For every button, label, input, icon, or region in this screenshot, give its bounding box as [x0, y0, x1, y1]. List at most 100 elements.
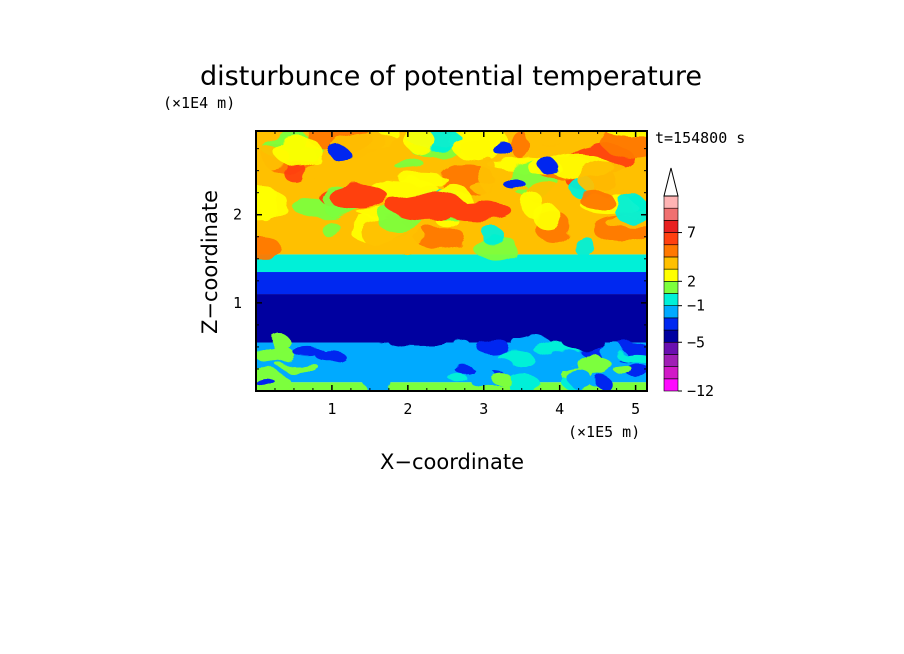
- colorbar-swatch: [663, 366, 679, 380]
- contour-blob: [449, 131, 509, 162]
- x-tick-label: 4: [555, 400, 564, 418]
- contour-blob: [578, 160, 631, 197]
- colorbar-extend-arrow: [663, 167, 679, 197]
- colorbar-tick-label: 2: [687, 272, 696, 290]
- contour-blob: [332, 131, 405, 168]
- colorbar-swatch: [663, 378, 679, 392]
- colorbar-swatch: [663, 293, 679, 306]
- x-tick-label: 1: [327, 400, 336, 418]
- contour-blob: [601, 131, 647, 159]
- colorbar-swatch: [663, 244, 679, 258]
- x-axis-label: X−coordinate: [380, 450, 524, 474]
- colorbar-swatch: [663, 341, 679, 355]
- plot-frame: [255, 130, 648, 392]
- time-label: t=154800 s: [655, 129, 745, 147]
- contour-blob-low: [369, 380, 385, 391]
- contour-blob-low: [475, 338, 509, 355]
- y-unit-label: (×1E4 m): [163, 94, 235, 112]
- colorbar-tick-label: −5: [687, 333, 705, 351]
- contour-blob-low: [596, 375, 611, 390]
- contour-blob: [258, 186, 278, 224]
- contour-blob: [256, 237, 281, 258]
- contour-blob-dark: [280, 315, 347, 325]
- contour-blob: [479, 156, 496, 192]
- contour-blob: [480, 225, 504, 244]
- contour-blob-dark: [387, 335, 451, 347]
- contour-blob-cool: [538, 159, 559, 174]
- colorbar-swatch: [663, 207, 679, 221]
- colorbar: −12−5−127: [663, 167, 714, 400]
- contour-blob: [414, 226, 466, 250]
- contour-blob: [321, 220, 340, 238]
- contour-blob-dark: [360, 312, 429, 327]
- contour-blob-dark: [474, 326, 545, 337]
- contour-blob: [511, 131, 531, 160]
- contour-blob-cool: [492, 141, 513, 156]
- contour-band-0: [256, 382, 647, 391]
- contour-blob-low: [454, 365, 475, 374]
- contour-blob-low: [320, 362, 346, 377]
- contour-blob: [614, 193, 647, 225]
- contour-blob: [405, 131, 434, 154]
- colorbar-swatch: [663, 232, 679, 246]
- colorbar-swatch: [663, 305, 679, 319]
- colorbar-swatch: [663, 317, 679, 331]
- contour-blob: [522, 190, 543, 219]
- contour-blob-low: [293, 347, 326, 358]
- contour-blob: [284, 163, 308, 184]
- colorbar-swatch: [663, 195, 679, 209]
- contour-blob-low: [617, 351, 647, 362]
- colorbar-swatch: [663, 354, 679, 367]
- contour-blob-low: [470, 357, 514, 373]
- colorbar-swatch: [663, 220, 679, 233]
- contour-plot-area: [256, 131, 647, 391]
- contour-blob: [579, 191, 615, 209]
- x-tick-label: 2: [403, 400, 412, 418]
- contour-blob-cool: [329, 146, 350, 161]
- contour-blob-cool: [504, 176, 525, 191]
- contour-blob: [518, 131, 568, 145]
- contour-blob: [274, 136, 323, 168]
- y-tick-label: 1: [233, 294, 242, 312]
- contour-blob: [573, 234, 594, 257]
- contour-blob-low: [568, 371, 594, 389]
- y-axis-label: Z−coordinate: [198, 190, 222, 334]
- contour-blob-low: [538, 340, 566, 354]
- contour-blob-low: [492, 375, 514, 386]
- chart-title: disturbunce of potential temperature: [200, 61, 702, 92]
- contour-blob-low: [552, 349, 582, 364]
- colorbar-swatch: [663, 256, 679, 270]
- contour-blob-low: [615, 365, 634, 377]
- contour-blob-low: [278, 364, 321, 372]
- x-axis-ticks: 1 2 3 4 5: [274, 131, 640, 418]
- contour-blob: [398, 174, 449, 186]
- colorbar-tick-label: 7: [687, 224, 696, 242]
- contour-blob-low: [270, 334, 291, 352]
- contour-band-3: [256, 272, 647, 295]
- contour-blob-dark: [571, 319, 619, 336]
- contour-blob: [393, 158, 425, 170]
- x-tick-label: 3: [479, 400, 488, 418]
- contour-blob-low: [380, 368, 397, 377]
- y-axis-ticks: 12: [233, 148, 647, 370]
- x-unit-label: (×1E5 m): [568, 423, 640, 441]
- colorbar-swatch: [663, 281, 679, 294]
- colorbar-swatch: [663, 329, 679, 343]
- contour-blob-low: [508, 375, 542, 391]
- colorbar-tick-label: −12: [687, 382, 714, 400]
- colorbar-swatch: [663, 268, 679, 282]
- x-tick-label: 5: [631, 400, 640, 418]
- y-tick-label: 2: [233, 206, 242, 224]
- contour-blob-low: [256, 379, 277, 388]
- contour-blob-low: [580, 352, 602, 372]
- contour-blob-low: [533, 360, 556, 381]
- colorbar-tick-label: −1: [687, 297, 705, 315]
- contour-blob-low: [454, 337, 469, 352]
- contour-band-4: [256, 254, 647, 273]
- contour-blob-warm: [328, 185, 389, 210]
- contour-blob-dark: [562, 335, 604, 350]
- contour-blob-warm: [441, 200, 512, 221]
- contour-blobs: [256, 131, 647, 391]
- contour-blob-low: [316, 351, 346, 363]
